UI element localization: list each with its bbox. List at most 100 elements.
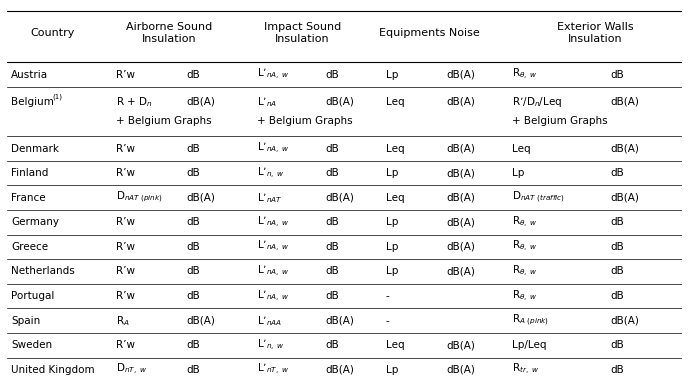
Text: dB: dB	[325, 217, 339, 227]
Text: L’$_{nAT}$: L’$_{nAT}$	[258, 191, 283, 205]
Text: D$_{nAT\ (pink)}$: D$_{nAT\ (pink)}$	[116, 190, 163, 205]
Text: R’/D$_n$/Leq: R’/D$_n$/Leq	[512, 95, 562, 109]
Text: R’w: R’w	[116, 144, 134, 154]
Text: R$_{\theta,\ w}$: R$_{\theta,\ w}$	[512, 288, 537, 304]
Text: Lp: Lp	[386, 242, 398, 252]
Text: dB(A): dB(A)	[446, 168, 475, 178]
Text: L’$_{nA,\ w}$: L’$_{nA,\ w}$	[258, 264, 290, 279]
Text: L’$_{nA,\ w}$: L’$_{nA,\ w}$	[258, 141, 290, 156]
Text: -: -	[386, 316, 389, 326]
Text: dB: dB	[325, 242, 339, 252]
Text: dB: dB	[187, 242, 200, 252]
Text: -: -	[386, 291, 389, 301]
Text: R’w: R’w	[116, 340, 134, 350]
Text: R’w: R’w	[116, 291, 134, 301]
Text: R$_{\theta,\ w}$: R$_{\theta,\ w}$	[512, 215, 537, 230]
Text: dB: dB	[187, 70, 200, 80]
Text: R’w: R’w	[116, 242, 134, 252]
Text: dB: dB	[610, 70, 624, 80]
Text: dB(A): dB(A)	[610, 193, 639, 203]
Text: Austria: Austria	[11, 70, 48, 80]
Text: Lp/Leq: Lp/Leq	[512, 340, 546, 350]
Text: R’w: R’w	[116, 168, 134, 178]
Text: Leq: Leq	[512, 144, 531, 154]
Text: dB: dB	[187, 365, 200, 375]
Text: Leq: Leq	[386, 97, 404, 107]
Text: dB(A): dB(A)	[446, 242, 475, 252]
Text: L’$_{n,\ w}$: L’$_{n,\ w}$	[258, 166, 285, 181]
Text: dB: dB	[325, 144, 339, 154]
Text: Lp: Lp	[386, 168, 398, 178]
Text: dB: dB	[610, 168, 624, 178]
Text: dB(A): dB(A)	[610, 316, 639, 326]
Text: dB(A): dB(A)	[446, 340, 475, 350]
Text: dB(A): dB(A)	[325, 365, 353, 375]
Text: + Belgium Graphs: + Belgium Graphs	[258, 115, 353, 125]
Text: L’$_{nA}$: L’$_{nA}$	[258, 95, 278, 109]
Text: France: France	[11, 193, 45, 203]
Text: dB: dB	[325, 340, 339, 350]
Text: D$_{nAT\ (traffic)}$: D$_{nAT\ (traffic)}$	[512, 190, 565, 205]
Text: L’$_{nA,\ w}$: L’$_{nA,\ w}$	[258, 67, 290, 82]
Text: Sweden: Sweden	[11, 340, 52, 350]
Text: + Belgium Graphs: + Belgium Graphs	[512, 115, 608, 125]
Text: L’$_{nT,\ w}$: L’$_{nT,\ w}$	[258, 362, 289, 378]
Text: dB: dB	[187, 291, 200, 301]
Text: dB: dB	[610, 217, 624, 227]
Text: dB: dB	[325, 266, 339, 276]
Text: Lp: Lp	[386, 217, 398, 227]
Text: dB: dB	[610, 340, 624, 350]
Text: R’w: R’w	[116, 217, 134, 227]
Text: dB: dB	[187, 217, 200, 227]
Text: dB: dB	[610, 242, 624, 252]
Text: dB: dB	[187, 340, 200, 350]
Text: dB(A): dB(A)	[446, 217, 475, 227]
Text: dB: dB	[187, 168, 200, 178]
Text: dB(A): dB(A)	[187, 193, 216, 203]
Text: Lp: Lp	[386, 266, 398, 276]
Text: R$_{\theta,\ w}$: R$_{\theta,\ w}$	[512, 264, 537, 279]
Text: dB(A): dB(A)	[187, 316, 216, 326]
Text: Leq: Leq	[386, 340, 404, 350]
Text: L’$_{nA,\ w}$: L’$_{nA,\ w}$	[258, 288, 290, 304]
Text: dB: dB	[610, 365, 624, 375]
Text: dB(A): dB(A)	[446, 144, 475, 154]
Text: Denmark: Denmark	[11, 144, 59, 154]
Text: dB: dB	[610, 266, 624, 276]
Text: dB(A): dB(A)	[610, 97, 639, 107]
Text: R$_{tr,\ w}$: R$_{tr,\ w}$	[512, 362, 539, 378]
Text: Impact Sound
Insulation: Impact Sound Insulation	[264, 22, 341, 44]
Text: R$_{A\ (pink)}$: R$_{A\ (pink)}$	[512, 313, 549, 328]
Text: dB(A): dB(A)	[187, 97, 216, 107]
Text: Equipments Noise: Equipments Noise	[378, 28, 480, 38]
Text: L’$_{nA,\ w}$: L’$_{nA,\ w}$	[258, 215, 290, 230]
Text: dB(A): dB(A)	[446, 70, 475, 80]
Text: dB: dB	[187, 266, 200, 276]
Text: Germany: Germany	[11, 217, 59, 227]
Text: Belgium: Belgium	[11, 97, 54, 107]
Text: (1): (1)	[53, 94, 63, 100]
Text: L’$_{nAA}$: L’$_{nAA}$	[258, 314, 282, 328]
Text: R$_{\theta,\ w}$: R$_{\theta,\ w}$	[512, 239, 537, 254]
Text: R$_{\theta,\ w}$: R$_{\theta,\ w}$	[512, 67, 537, 82]
Text: Greece: Greece	[11, 242, 48, 252]
Text: dB(A): dB(A)	[325, 193, 353, 203]
Text: dB(A): dB(A)	[446, 97, 475, 107]
Text: dB(A): dB(A)	[446, 193, 475, 203]
Text: Exterior Walls
Insulation: Exterior Walls Insulation	[557, 22, 633, 44]
Text: Leq: Leq	[386, 193, 404, 203]
Text: L’$_{n,\ w}$: L’$_{n,\ w}$	[258, 338, 285, 353]
Text: dB: dB	[610, 291, 624, 301]
Text: Netherlands: Netherlands	[11, 266, 74, 276]
Text: dB: dB	[325, 70, 339, 80]
Text: + Belgium Graphs: + Belgium Graphs	[116, 115, 212, 125]
Text: dB(A): dB(A)	[325, 97, 353, 107]
Text: D$_{nT,\ w}$: D$_{nT,\ w}$	[116, 362, 147, 378]
Text: Airborne Sound
Insulation: Airborne Sound Insulation	[126, 22, 212, 44]
Text: United Kingdom: United Kingdom	[11, 365, 94, 375]
Text: Country: Country	[30, 28, 74, 38]
Text: Finland: Finland	[11, 168, 48, 178]
Text: Lp: Lp	[512, 168, 524, 178]
Text: dB(A): dB(A)	[610, 144, 639, 154]
Text: Lp: Lp	[386, 70, 398, 80]
